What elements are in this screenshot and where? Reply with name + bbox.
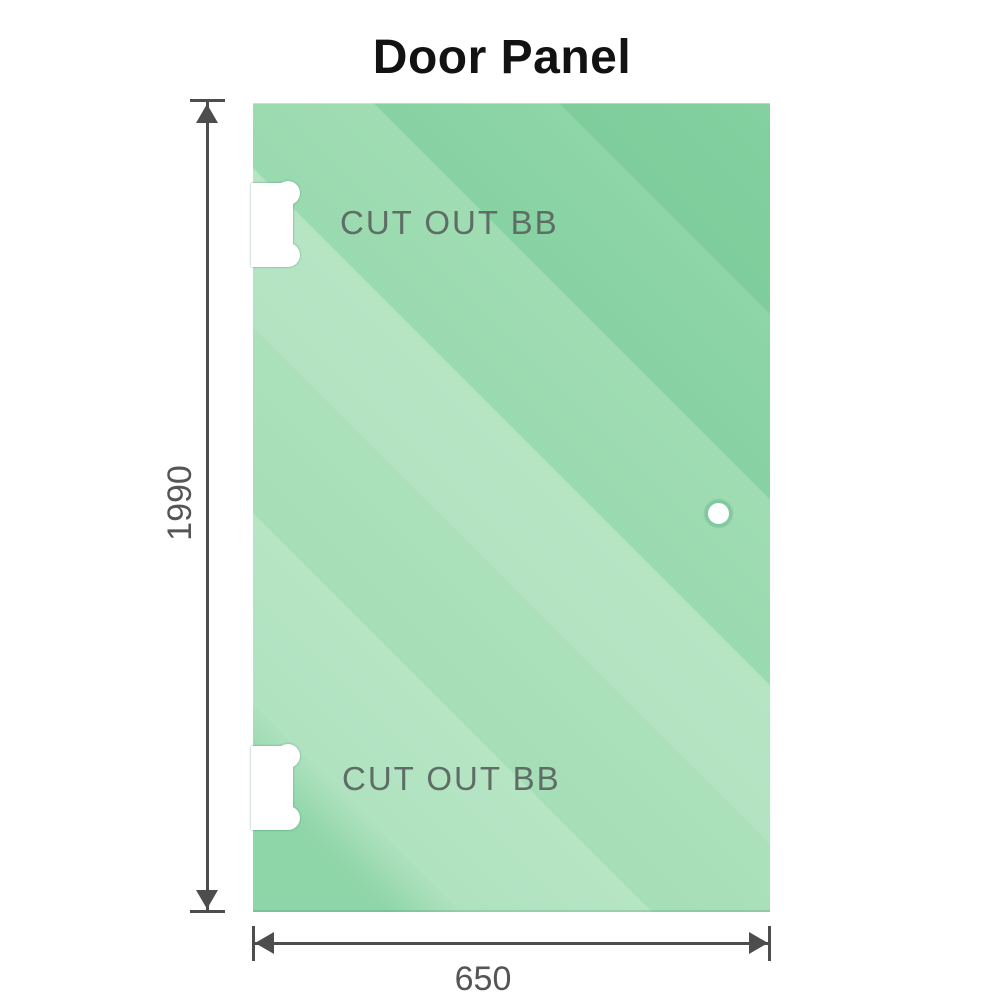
- glass-panel: [253, 103, 770, 912]
- hinge-cutout-top-icon: [251, 181, 300, 267]
- width-dimension-label: 650: [454, 960, 512, 998]
- cutout-label-top: CUT OUT BB: [340, 204, 559, 241]
- arrow-down-icon: [196, 890, 218, 909]
- cutout-label-bottom: CUT OUT BB: [342, 760, 561, 797]
- height-dimension-label: 1990: [161, 465, 199, 541]
- arrow-left-icon: [255, 932, 274, 954]
- handle-hole-icon: [705, 500, 732, 527]
- height-dimension-line: [206, 100, 209, 911]
- width-tick-left: [252, 926, 255, 961]
- height-tick-bottom: [190, 910, 225, 913]
- diagram-title: Door Panel: [372, 31, 632, 84]
- arrow-up-icon: [196, 104, 218, 123]
- arrow-right-icon: [749, 932, 768, 954]
- width-tick-right: [768, 926, 771, 961]
- hinge-cutout-bottom-icon: [251, 744, 300, 830]
- height-tick-top: [190, 99, 225, 102]
- width-dimension-line: [253, 942, 770, 945]
